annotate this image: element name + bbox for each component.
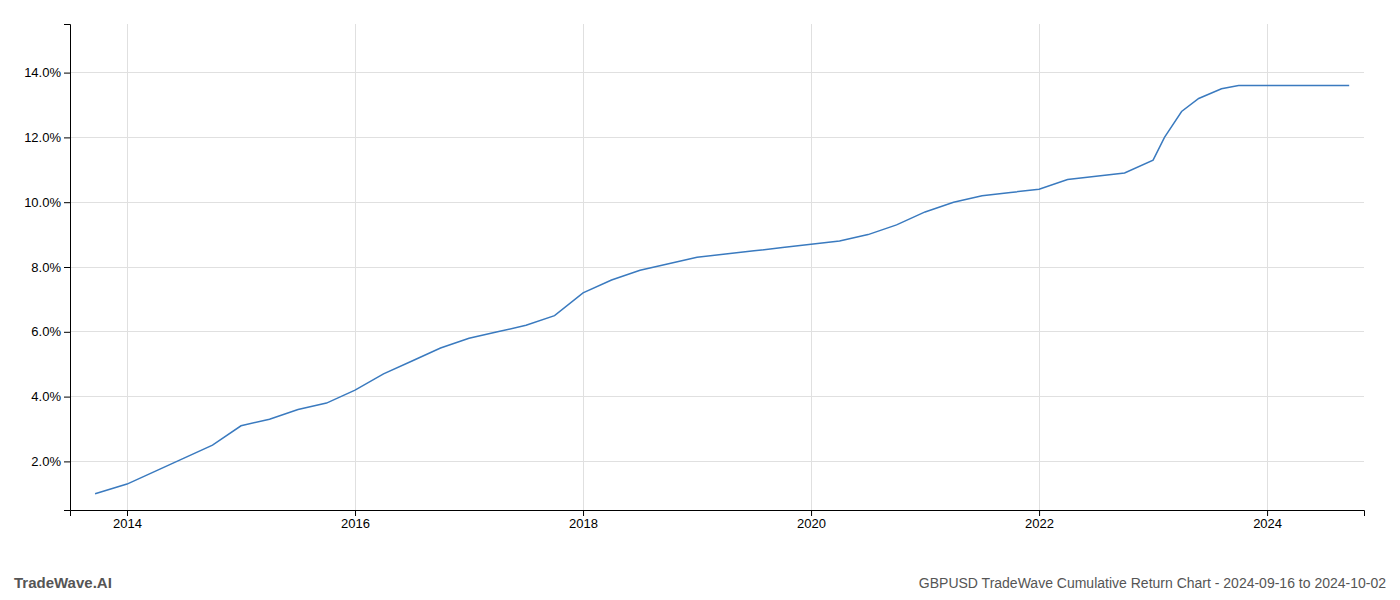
x-tick-label: 2024	[1253, 516, 1282, 531]
y-tick: 4.0%	[31, 389, 70, 404]
line	[95, 86, 1349, 494]
chart: 2014 2016 2018 2020 2022 2024 2.0% 4.0% 6.0% 8.0%…	[0, 0, 1400, 600]
y-grid-line	[70, 396, 1364, 397]
y-tick-mark	[64, 332, 70, 333]
y-tick-label: 14.0%	[24, 65, 61, 80]
x-tick: 2024	[1253, 510, 1282, 531]
y-grid-line	[70, 137, 1364, 138]
y-tick-label: 8.0%	[31, 260, 61, 275]
x-tick-label: 2016	[341, 516, 370, 531]
x-tick: 2014	[113, 510, 142, 531]
x-tick: 2022	[1025, 510, 1054, 531]
x-tick-mark	[583, 510, 584, 516]
y-tick-label: 6.0%	[31, 324, 61, 339]
x-axis-line	[71, 511, 1365, 517]
y-tick-label: 2.0%	[31, 454, 61, 469]
x-tick-mark	[127, 510, 128, 516]
x-tick-mark	[355, 510, 356, 516]
y-tick-label: 12.0%	[24, 130, 61, 145]
y-tick-mark	[64, 461, 70, 462]
y-tick-mark	[64, 397, 70, 398]
x-axis: 2014 2016 2018 2020 2022 2024	[71, 510, 1365, 531]
y-tick-mark	[64, 202, 70, 203]
x-tick-label: 2022	[1025, 516, 1054, 531]
x-tick: 2020	[797, 510, 826, 531]
x-tick-mark	[1039, 510, 1040, 516]
watermark: TradeWave.AI	[14, 574, 112, 591]
y-tick-mark	[64, 73, 70, 74]
y-axis: 2.0% 4.0% 6.0% 8.0% 10.0% 12.0% 14.0%	[24, 25, 70, 511]
x-tick-mark	[1267, 510, 1268, 516]
plot-area: 2014 2016 2018 2020 2022 2024 2.0% 4.0% 6.0% 8.0%…	[24, 24, 1364, 531]
y-tick: 12.0%	[24, 130, 70, 145]
y-grid-line	[70, 202, 1364, 203]
marks	[95, 86, 1349, 494]
y-tick-mark	[64, 137, 70, 138]
y-tick: 6.0%	[31, 324, 70, 339]
title: GBPUSD TradeWave Cumulative Return Chart…	[919, 575, 1386, 591]
y-tick-label: 10.0%	[24, 195, 61, 210]
y-tick: 8.0%	[31, 260, 70, 275]
y-grid-line	[70, 267, 1364, 268]
y-axis-line	[64, 25, 71, 511]
x-tick-mark	[811, 510, 812, 516]
y-tick: 10.0%	[24, 195, 70, 210]
y-grid-line	[70, 461, 1364, 462]
x-tick: 2016	[341, 510, 370, 531]
y-tick-mark	[64, 267, 70, 268]
x-tick-label: 2018	[569, 516, 598, 531]
y-tick-label: 4.0%	[31, 389, 61, 404]
x-tick-label: 2014	[113, 516, 142, 531]
x-tick-label: 2020	[797, 516, 826, 531]
y-grid-line	[70, 331, 1364, 332]
y-grid-line	[70, 72, 1364, 73]
grid	[70, 24, 1364, 510]
y-tick: 14.0%	[24, 65, 70, 80]
x-tick: 2018	[569, 510, 598, 531]
y-tick: 2.0%	[31, 454, 70, 469]
